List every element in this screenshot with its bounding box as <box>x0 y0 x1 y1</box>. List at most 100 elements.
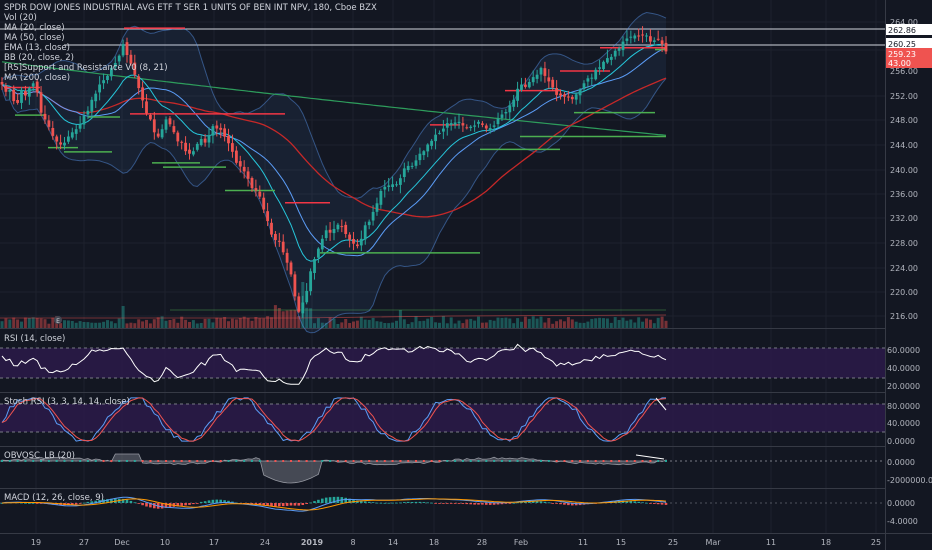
obv-marker <box>172 460 175 462</box>
macd-bar <box>281 503 285 507</box>
obv-label[interactable]: OBVOSC_LB (20) <box>4 451 75 461</box>
volume-bar <box>70 321 74 328</box>
obv-marker <box>446 460 449 462</box>
volume-bar <box>449 317 453 328</box>
candle <box>8 90 12 92</box>
candle <box>293 274 297 297</box>
legend-sr[interactable]: [RS]Support and Resistance V0 (8, 21) <box>4 63 168 73</box>
legend-vol[interactable]: Vol (20) <box>4 13 37 23</box>
legend-ema13[interactable]: EMA (13, close) <box>4 43 70 53</box>
macd-bar <box>551 503 554 504</box>
macd-bar <box>649 503 652 504</box>
candle <box>231 143 234 152</box>
candle <box>637 35 641 37</box>
volume-bar <box>574 321 578 328</box>
obv-marker <box>563 460 566 462</box>
candle <box>578 89 582 96</box>
candle <box>410 165 414 167</box>
candle <box>406 165 410 170</box>
volume-bar <box>16 319 20 328</box>
macd-label[interactable]: MACD (12, 26, close, 9) <box>4 493 104 503</box>
obv-marker <box>547 460 550 462</box>
candle <box>652 40 656 42</box>
earnings-marker[interactable] <box>54 316 62 324</box>
macd-bar <box>571 503 574 506</box>
candle <box>152 119 156 133</box>
time-tick: 11 <box>578 538 588 547</box>
candle <box>586 78 590 82</box>
candle <box>207 135 211 143</box>
macd-bar <box>149 503 152 508</box>
stoch-label[interactable]: Stoch RSI (3, 3, 14, 14, close) <box>4 397 130 407</box>
obv-marker <box>477 460 480 462</box>
macd-bar <box>227 500 230 503</box>
candle <box>67 136 70 142</box>
indicator-tick: -2000000.0000 <box>887 476 932 485</box>
legend-ma50[interactable]: MA (50, close) <box>4 33 65 43</box>
legend-ma200[interactable]: MA (200, close) <box>4 73 71 83</box>
candle <box>195 143 199 150</box>
macd-bar <box>309 502 312 504</box>
macd-bar <box>438 503 441 504</box>
candle <box>617 48 621 51</box>
macd-bar <box>20 502 23 504</box>
macd-bar <box>94 500 97 503</box>
candle <box>164 119 168 130</box>
candle <box>12 89 16 102</box>
candle <box>262 197 266 210</box>
macd-bar <box>188 503 191 505</box>
candle <box>590 77 594 79</box>
volume-bar <box>660 316 664 328</box>
obv-marker <box>352 460 355 462</box>
volume-bar <box>117 318 121 328</box>
obv-marker <box>141 460 144 462</box>
candle <box>516 88 519 101</box>
stoch-d-line <box>1 397 667 442</box>
volume-bar <box>609 322 613 328</box>
candle <box>176 132 180 142</box>
macd-bar <box>488 503 492 505</box>
candle <box>215 125 219 129</box>
obv-marker <box>40 460 43 462</box>
obv-marker <box>336 460 339 462</box>
candle <box>527 82 531 88</box>
macd-bar <box>321 498 324 503</box>
candle <box>320 238 324 250</box>
volume-bar <box>63 320 66 328</box>
time-axis[interactable]: 19 27 Dec 10 17 24 2019 8 14 18 28 Feb 11 15 25 Mar 11 18… <box>31 538 881 547</box>
macd-bar <box>403 502 406 503</box>
legend-bb[interactable]: BB (20, close, 2) <box>4 53 74 63</box>
price-axis[interactable]: 264.00 256.00 252.00 248.00 244.00 240.00 236.… <box>887 18 932 526</box>
volume-bar <box>422 320 426 328</box>
macd-bar <box>262 503 265 506</box>
macd-bar <box>391 502 394 504</box>
legend-ma20[interactable]: MA (20, close) <box>4 23 65 33</box>
legend-title[interactable]: SPDR DOW JONES INDUSTRIAL AVG ETF T SER … <box>4 3 377 13</box>
macd-bar <box>574 503 578 506</box>
candle <box>20 90 23 103</box>
volume-bar <box>652 323 656 328</box>
obv-marker <box>188 460 191 462</box>
bollinger-lower-line <box>1 78 667 334</box>
rsi-label[interactable]: RSI (14, close) <box>4 334 66 344</box>
volume-bar <box>86 322 90 328</box>
obv-marker <box>618 460 621 462</box>
volume-bar <box>457 320 461 328</box>
macd-bar <box>145 503 148 507</box>
volume-bar <box>156 317 160 328</box>
macd-bar <box>496 503 500 505</box>
price-badge-label: 260.25 <box>888 40 916 49</box>
candle <box>559 93 562 96</box>
candle <box>645 35 648 37</box>
volume-bar <box>594 318 598 328</box>
obv-marker <box>211 460 214 462</box>
candle <box>289 262 293 275</box>
obv-marker <box>149 460 152 462</box>
obv-marker <box>586 460 589 462</box>
obv-marker <box>196 460 199 462</box>
macd-bar <box>426 502 429 504</box>
volume-bar <box>141 321 145 328</box>
obv-marker <box>305 460 308 462</box>
